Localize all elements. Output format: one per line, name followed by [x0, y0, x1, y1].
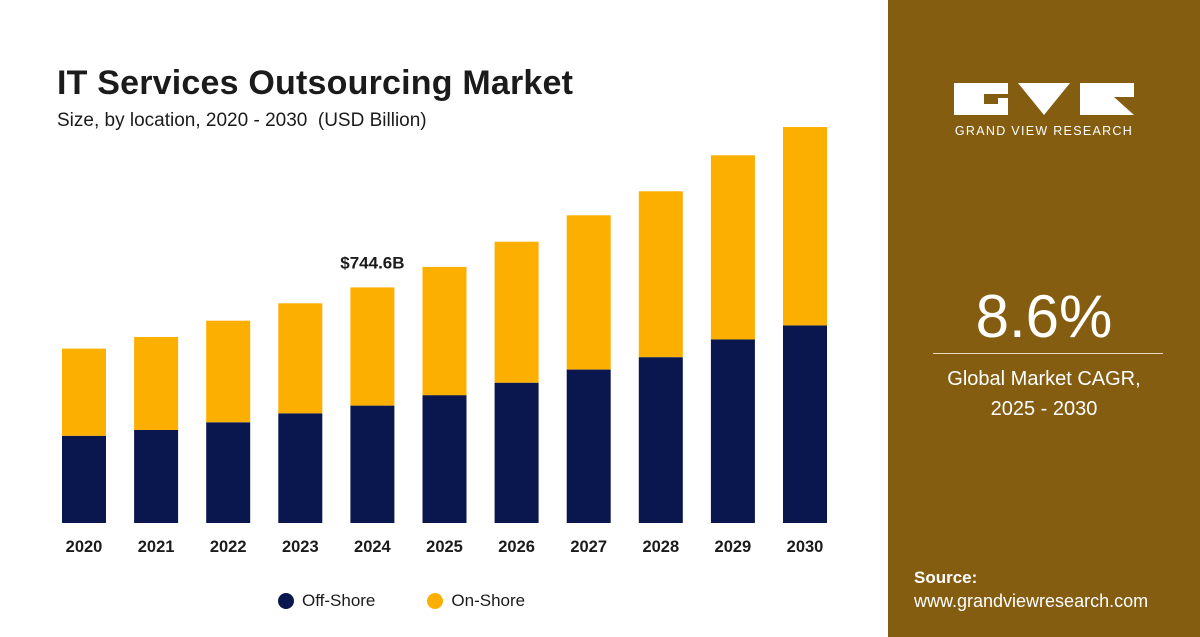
- stacked-bar-chart: 2020 2021 2022 2023 2024 $744.6B 2025 2026 2027 2…: [62, 127, 827, 556]
- bar-on-shore-2023: [278, 303, 323, 414]
- x-tick-label-2021: 2021: [138, 538, 175, 556]
- cagr-value: 8.6%: [975, 283, 1113, 350]
- bar-off-shore-2022: [206, 422, 251, 523]
- bar-on-shore-2029: [710, 155, 755, 340]
- chart-subtitle: Size, by location, 2020 - 2030 (USD Bill…: [57, 110, 427, 131]
- bar-off-shore-2021: [134, 430, 179, 523]
- legend-label-on-shore: On-Shore: [451, 591, 526, 610]
- bar-on-shore-2021: [134, 337, 179, 430]
- bar-off-shore-2023: [278, 413, 323, 523]
- bar-off-shore-2027: [566, 369, 611, 523]
- chart-panel: IT Services Outsourcing Market Size, by …: [57, 64, 827, 611]
- cagr-divider: [933, 353, 1163, 354]
- legend-item-off-shore: Off-Shore: [278, 591, 375, 611]
- bar-on-shore-2027: [566, 215, 611, 370]
- bar-off-shore-2026: [494, 382, 539, 523]
- bar-on-shore-2020: [62, 348, 106, 436]
- x-tick-label-2023: 2023: [282, 538, 319, 556]
- x-tick-label-2024: 2024: [354, 538, 392, 556]
- x-tick-label-2025: 2025: [426, 538, 463, 556]
- chart-legend: Off-Shore On-Shore: [278, 591, 525, 611]
- bar-on-shore-2028: [638, 191, 683, 358]
- grand-view-research-logo: [954, 83, 1134, 115]
- bar-on-shore-2030: [783, 127, 827, 326]
- cagr-label-line2: 2025 - 2030: [990, 398, 1098, 420]
- bar-on-shore-2024: [350, 287, 395, 406]
- bar-off-shore-2020: [62, 435, 106, 523]
- x-tick-label-2022: 2022: [210, 538, 247, 556]
- x-tick-label-2030: 2030: [787, 538, 824, 556]
- bar-off-shore-2030: [783, 325, 827, 523]
- bar-off-shore-2028: [638, 357, 683, 523]
- x-tick-label-2027: 2027: [570, 538, 607, 556]
- source-label: Source:: [914, 568, 978, 587]
- source-url[interactable]: www.grandviewresearch.com: [914, 591, 1149, 611]
- bar-on-shore-2026: [494, 241, 539, 383]
- legend-label-off-shore: Off-Shore: [302, 591, 376, 610]
- info-sidebar: GRAND VIEW RESEARCH 8.6% Global Market C…: [888, 0, 1200, 637]
- legend-swatch-off-shore: [278, 593, 294, 609]
- x-tick-label-2028: 2028: [642, 538, 679, 556]
- bar-off-shore-2025: [422, 395, 467, 523]
- data-label-2024: $744.6B: [340, 253, 404, 272]
- bar-off-shore-2029: [710, 339, 755, 523]
- bar-on-shore-2025: [422, 266, 467, 396]
- cagr-label: Global Market CAGR, 2025 - 2030: [888, 364, 1200, 424]
- brand-name: GRAND VIEW RESEARCH: [954, 124, 1134, 138]
- x-tick-label-2026: 2026: [498, 538, 535, 556]
- legend-item-on-shore: On-Shore: [427, 591, 525, 611]
- chart-title: IT Services Outsourcing Market: [57, 64, 574, 102]
- bar-off-shore-2024: [350, 405, 395, 523]
- legend-swatch-on-shore: [427, 593, 444, 609]
- bar-on-shore-2022: [206, 320, 251, 423]
- cagr-label-line1: Global Market CAGR,: [947, 368, 1141, 390]
- x-tick-label-2020: 2020: [66, 538, 103, 556]
- x-tick-label-2029: 2029: [715, 538, 752, 556]
